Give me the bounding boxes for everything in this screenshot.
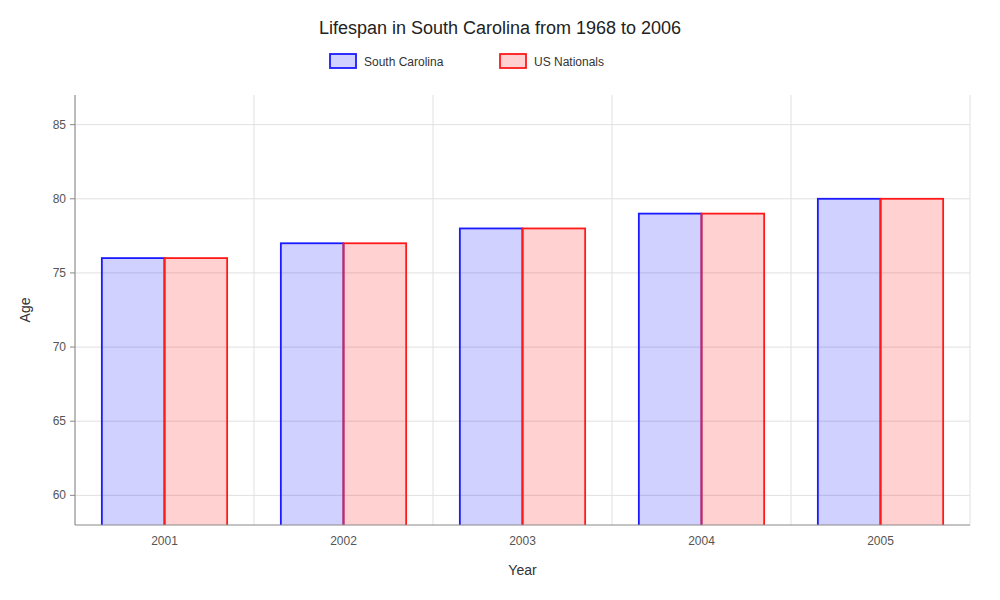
- bar: [102, 258, 165, 525]
- category-divider: [433, 95, 434, 525]
- y-tick-label: 75: [53, 266, 67, 280]
- legend-swatch: [500, 54, 526, 68]
- y-axis-line: [75, 95, 76, 525]
- x-tick-label: 2005: [867, 534, 894, 548]
- y-tick-label: 65: [53, 414, 67, 428]
- legend-label: US Nationals: [534, 55, 604, 69]
- x-tick-label: 2002: [330, 534, 357, 548]
- bar: [281, 243, 344, 525]
- y-tick: [70, 421, 75, 422]
- legend: South Carolina US Nationals: [330, 54, 604, 69]
- bar: [460, 228, 523, 525]
- title: Lifespan in South Carolina from 1968 to …: [319, 18, 681, 38]
- y-tick-label: 85: [53, 118, 67, 132]
- x-tick-label: 2001: [151, 534, 178, 548]
- y-tick-label: 60: [53, 488, 67, 502]
- category-divider: [254, 95, 255, 525]
- y-tick: [70, 198, 75, 199]
- category-divider: [75, 95, 76, 525]
- chart: 60 65 70 75 80 85 2001 2002 2003 2004 2005 Year Age L…: [0, 0, 1000, 600]
- legend-label: South Carolina: [364, 55, 444, 69]
- x-axis-line: [75, 525, 970, 526]
- y-tick: [70, 495, 75, 496]
- category-divider: [970, 95, 971, 525]
- axes: 60 65 70 75 80 85 2001 2002 2003 2004 2005: [53, 95, 970, 548]
- bar: [344, 243, 407, 525]
- y-tick: [70, 124, 75, 125]
- category-divider: [612, 95, 613, 525]
- y-tick: [70, 272, 75, 273]
- y-axis-label: Age: [17, 297, 33, 322]
- bar: [702, 214, 765, 525]
- chart-container: 60 65 70 75 80 85 2001 2002 2003 2004 2005 Year Age L…: [0, 0, 1000, 600]
- x-tick-label: 2004: [688, 534, 715, 548]
- x-tick-label: 2003: [509, 534, 536, 548]
- y-tick-label: 70: [53, 340, 67, 354]
- x-axis-label: Year: [508, 562, 537, 578]
- bar: [818, 199, 881, 525]
- bars: [102, 199, 943, 525]
- grid-line: [75, 124, 970, 125]
- bar: [165, 258, 228, 525]
- bar: [639, 214, 702, 525]
- y-tick-label: 80: [53, 192, 67, 206]
- bar: [523, 228, 586, 525]
- legend-swatch: [330, 54, 356, 68]
- bar: [881, 199, 944, 525]
- y-tick: [70, 347, 75, 348]
- category-divider: [791, 95, 792, 525]
